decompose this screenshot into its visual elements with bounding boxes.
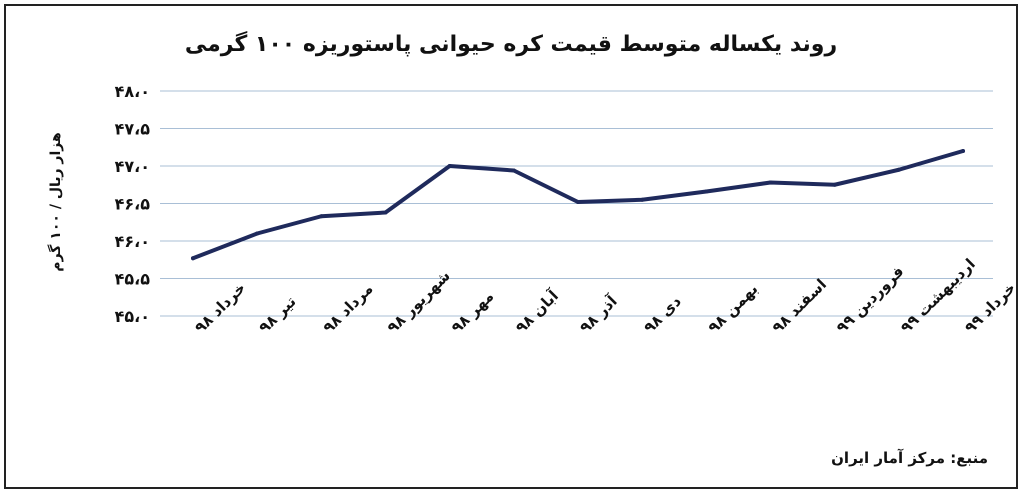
y-tick-label: ۴۸،۰ (115, 82, 150, 101)
chart-frame: روند یکساله متوسط قیمت کره حیوانی پاستور… (4, 4, 1018, 489)
x-tick-label: آذر ۹۸ (576, 292, 621, 337)
source-note: منبع: مرکز آمار ایران (831, 449, 988, 467)
data-point (640, 197, 645, 202)
data-point (383, 210, 388, 215)
y-axis-ticks: ۴۸،۰ ۴۷،۵ ۴۷،۰ ۴۶،۵ ۴۶،۰ ۴۵،۵ ۴۵،۰ (115, 82, 151, 326)
data-point (255, 231, 260, 236)
data-point (832, 182, 837, 187)
data-point (319, 214, 324, 219)
series-group (191, 149, 965, 261)
x-tick-label: دی ۹۸ (640, 292, 685, 337)
data-point (704, 189, 709, 194)
data-point (447, 164, 452, 168)
x-tick-label: تیر ۹۸ (255, 293, 299, 337)
x-tick-label: خرداد ۹۹ (961, 279, 1019, 337)
data-point (961, 149, 965, 153)
x-tick-label: آبان ۹۸ (512, 286, 563, 337)
x-tick-label: مهر ۹۸ (448, 287, 498, 337)
series-line (191, 149, 965, 261)
grid-lines (160, 90, 993, 317)
y-tick-label: ۴۷،۰ (115, 157, 150, 176)
y-tick-label: ۴۷،۵ (115, 120, 151, 139)
data-point (191, 256, 195, 261)
y-tick-label: ۴۵،۵ (115, 270, 151, 289)
x-tick-label: خرداد ۹۸ (191, 279, 249, 337)
data-point (896, 167, 901, 172)
x-tick-label: مرداد ۹۸ (319, 280, 376, 337)
x-tick-label: شهریور ۹۸ (384, 267, 454, 337)
y-tick-label: ۴۶،۰ (115, 232, 150, 251)
y-tick-label: ۴۶،۵ (115, 195, 151, 214)
data-point (768, 180, 773, 185)
y-tick-label: ۴۵،۰ (115, 307, 150, 326)
y-axis-label: هزار ریال / ۱۰۰ گرم (47, 132, 64, 271)
chart-title: روند یکساله متوسط قیمت کره حیوانی پاستور… (184, 32, 838, 57)
x-tick-label: بهمن ۹۸ (704, 280, 761, 337)
data-point (511, 168, 516, 173)
x-tick-label: اسفند ۹۸ (769, 275, 831, 337)
x-tick-label: فروردین ۹۹ (833, 262, 908, 337)
data-point (576, 200, 580, 204)
